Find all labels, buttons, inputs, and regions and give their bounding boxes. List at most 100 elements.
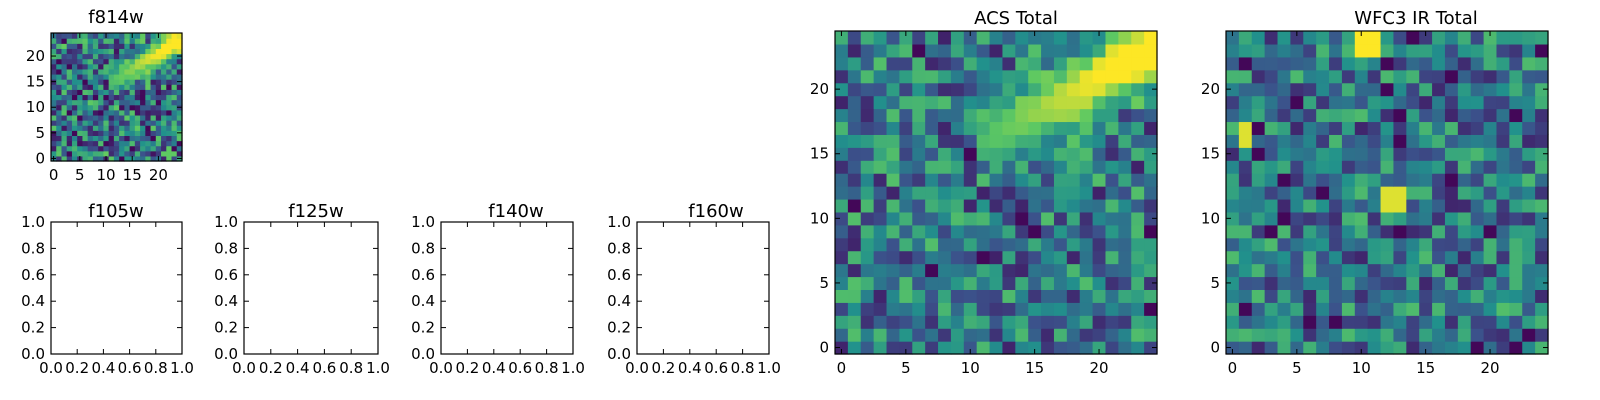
heatmap-cell (963, 224, 978, 239)
heatmap-cell (1264, 341, 1279, 355)
heatmap-cell (989, 224, 1004, 239)
plot-frame (243, 221, 379, 355)
heatmap-cell (1066, 224, 1081, 239)
heatmap-cell (1264, 160, 1279, 174)
heatmap-cell (1264, 43, 1279, 58)
heatmap-cell (860, 43, 875, 58)
heatmap-cell (1131, 328, 1145, 342)
heatmap-cell (92, 84, 99, 90)
heatmap-cell (1015, 82, 1029, 97)
heatmap-cell (150, 43, 157, 49)
heatmap-cell (1444, 328, 1459, 342)
heatmap-cell (1079, 289, 1094, 303)
heatmap-cell (140, 104, 146, 111)
heatmap-cell (1028, 82, 1042, 97)
heatmap-cell (963, 237, 978, 252)
heatmap-cell (1483, 302, 1498, 316)
heatmap-cell (899, 108, 913, 123)
heatmap-cell (835, 56, 849, 71)
heatmap-cell (129, 104, 136, 111)
heatmap-cell (1535, 276, 1549, 290)
heatmap-cell (92, 140, 99, 147)
heatmap-cell (1028, 341, 1042, 355)
heatmap-cell (1144, 160, 1158, 174)
heatmap-cell (71, 79, 78, 85)
heatmap-cell (1092, 147, 1107, 161)
heatmap-cell (161, 135, 167, 142)
heatmap-cell (129, 145, 136, 152)
heatmap-cell (113, 53, 120, 60)
heatmap-cell (77, 104, 84, 111)
heatmap-cell (1238, 173, 1253, 187)
heatmap-cell (1509, 31, 1523, 45)
x-tick-label: 0 (837, 359, 847, 377)
heatmap-cell (1432, 121, 1446, 135)
heatmap-cell (145, 135, 152, 142)
heatmap-cell (166, 104, 173, 111)
heatmap-cell (161, 99, 167, 106)
heatmap-cell (1118, 173, 1132, 187)
heatmap-cell (1341, 289, 1356, 303)
heatmap-cell (1066, 302, 1081, 316)
heatmap-cell (1496, 121, 1510, 135)
heatmap-cell (1316, 237, 1330, 252)
heatmap-cell (124, 130, 131, 136)
heatmap-cell (129, 94, 136, 101)
heatmap-cell (1354, 328, 1369, 342)
heatmap-cell (860, 121, 875, 135)
heatmap-cell (1251, 341, 1266, 355)
heatmap-cell (1470, 302, 1485, 316)
heatmap-cell (1341, 147, 1356, 161)
heatmap-cell (1092, 315, 1107, 329)
heatmap-cell (176, 38, 183, 44)
heatmap-cell (51, 114, 57, 121)
heatmap-cell (166, 94, 173, 101)
heatmap-cell (56, 43, 63, 49)
heatmap-cell (1226, 263, 1240, 278)
heatmap-cell (1079, 134, 1094, 148)
heatmap-cell (171, 150, 178, 157)
heatmap-cell (119, 94, 125, 101)
heatmap-cell (1303, 328, 1317, 342)
heatmap-cell (155, 140, 162, 147)
heatmap-cell (134, 33, 141, 39)
heatmap-cell (1329, 160, 1343, 174)
heatmap-cell (166, 89, 173, 96)
heatmap-cell (61, 84, 68, 90)
heatmap-cell (835, 263, 849, 278)
heatmap-cell (92, 114, 99, 121)
heatmap-cell (1432, 160, 1446, 174)
heatmap-cell (1028, 56, 1042, 71)
heatmap-cell (1419, 250, 1433, 265)
heatmap-cell (1354, 31, 1369, 45)
heatmap-cell (847, 341, 862, 355)
heatmap-cell (1522, 43, 1536, 58)
heatmap-cell (66, 38, 73, 44)
heatmap-cell (1329, 95, 1343, 110)
heatmap-cell (1354, 134, 1369, 148)
heatmap-cell (1079, 315, 1094, 329)
heatmap-cell (108, 135, 115, 142)
heatmap-cell (1105, 237, 1119, 252)
heatmap-cell (1316, 315, 1330, 329)
heatmap-cell (1264, 108, 1279, 123)
heatmap-cell (1290, 186, 1304, 200)
heatmap-cell (1380, 276, 1395, 290)
heatmap-cell (1264, 56, 1279, 71)
y-tick-label: 15 (810, 145, 829, 163)
heatmap-cell (1496, 31, 1510, 45)
heatmap-cell (1290, 43, 1304, 58)
heatmap-cell (1066, 108, 1081, 123)
heatmap-cell (886, 302, 900, 316)
heatmap-cell (145, 94, 152, 101)
heatmap-cell (119, 84, 125, 90)
heatmap-cell (1066, 186, 1081, 200)
heatmap-cell (1393, 173, 1407, 187)
heatmap-cell (1316, 173, 1330, 187)
heatmap-cell (113, 114, 120, 121)
heatmap-cell (51, 135, 57, 142)
heatmap-cell (847, 328, 862, 342)
heatmap-cell (1354, 237, 1369, 252)
heatmap-cell (1144, 237, 1158, 252)
